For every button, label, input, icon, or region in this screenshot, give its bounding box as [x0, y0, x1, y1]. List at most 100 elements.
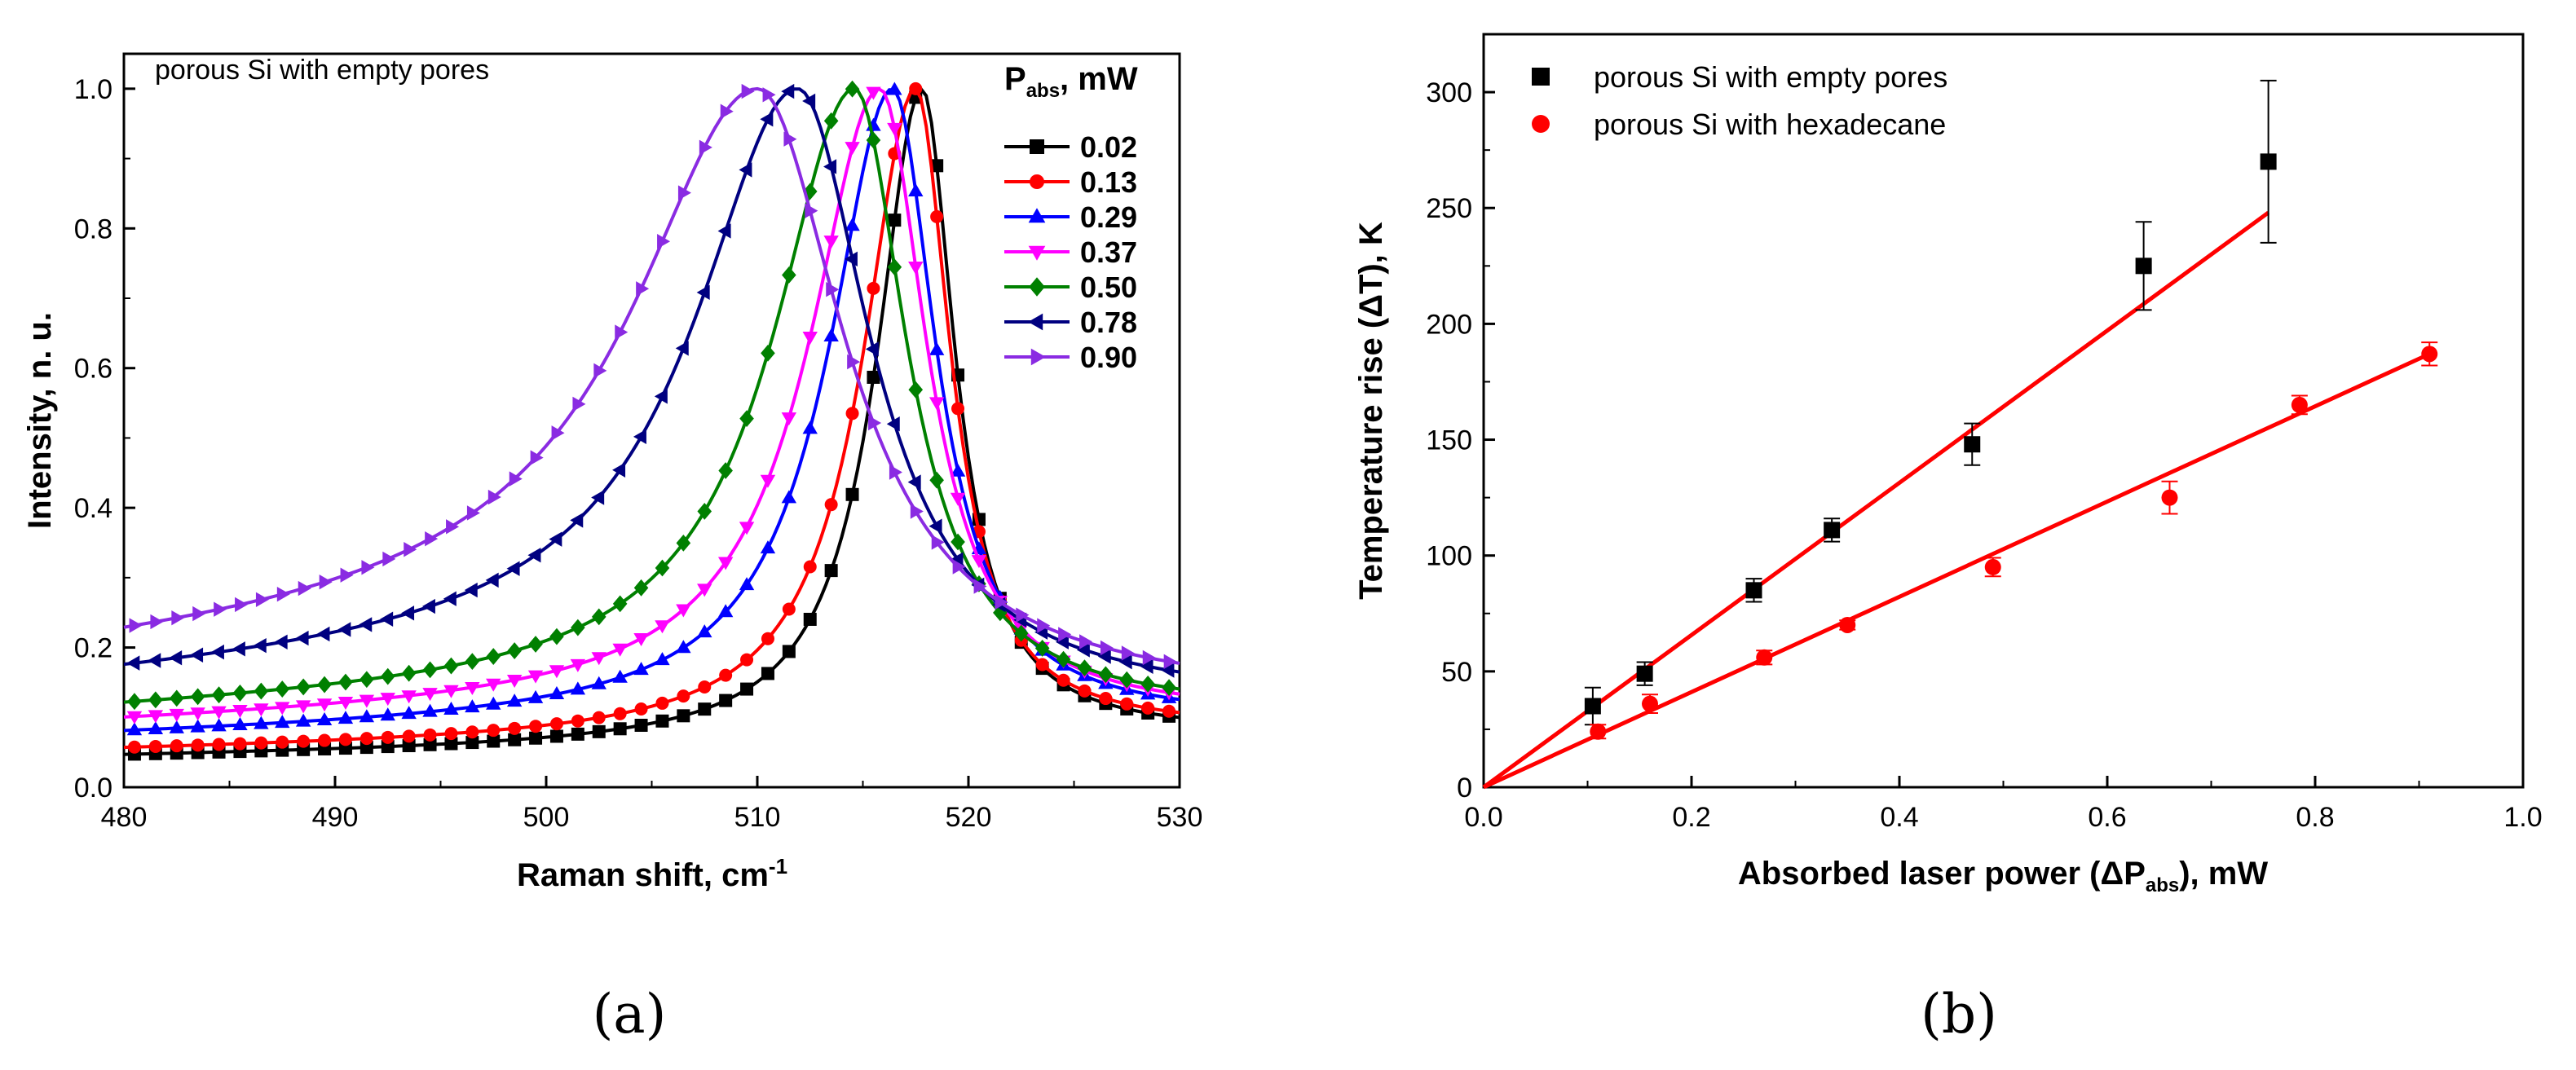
- data-point: [907, 474, 921, 490]
- panel-b-legend: porous Si with empty pores porous Si with…: [1532, 60, 1947, 141]
- panel-b-ylabel: Temperature rise (ΔT), K: [1353, 222, 1389, 600]
- data-point: [465, 699, 480, 713]
- data-point: [2421, 346, 2438, 363]
- data-point: [612, 462, 626, 478]
- data-point: [127, 693, 142, 711]
- data-point: [1013, 624, 1029, 642]
- panel-b-temperature-rise: 0.0 0.2 0.4 0.6 0.8 1.0 0 50 100 150 200 250 300 por…: [1353, 33, 2543, 1046]
- legend-item: 0.37: [1004, 236, 1137, 269]
- data-point: [297, 734, 311, 748]
- data-point: [699, 139, 712, 156]
- data-point: [952, 559, 966, 575]
- data-point: [717, 557, 734, 570]
- data-point: [1964, 436, 1981, 453]
- data-point: [696, 284, 710, 301]
- data-point: [867, 370, 880, 384]
- panel-a-y-tick-label: 1.0: [74, 74, 112, 105]
- data-point: [971, 555, 987, 569]
- data-point: [720, 103, 734, 119]
- data-point: [951, 533, 965, 551]
- legend-item: porous Si with hexadecane: [1532, 108, 1946, 141]
- data-point: [867, 281, 880, 295]
- panel-b-x-tick-label: 0.4: [1880, 802, 1918, 833]
- data-point: [214, 601, 227, 617]
- data-point: [909, 81, 923, 95]
- data-point: [275, 680, 290, 698]
- data-point: [802, 332, 818, 346]
- fit-line-2: [1482, 352, 2431, 790]
- legend-label: 0.78: [1080, 306, 1137, 339]
- data-point: [719, 694, 733, 707]
- legend-marker: [1532, 68, 1550, 86]
- data-point: [995, 594, 1008, 610]
- data-point: [316, 626, 330, 642]
- data-point: [298, 580, 311, 597]
- data-point: [2161, 489, 2178, 506]
- data-point: [443, 657, 459, 675]
- data-point: [337, 697, 354, 711]
- data-point: [908, 261, 924, 275]
- panel-a-annotation: porous Si with empty pores: [155, 55, 489, 86]
- panel-a-series: [123, 80, 1180, 761]
- data-point: [401, 706, 417, 720]
- data-point: [381, 740, 395, 754]
- data-point: [232, 641, 245, 657]
- data-point: [657, 234, 671, 249]
- data-point: [148, 739, 162, 753]
- data-point: [444, 737, 458, 751]
- data-point: [1118, 654, 1132, 670]
- data-point: [740, 682, 754, 696]
- data-point: [404, 542, 417, 557]
- data-point: [464, 582, 478, 598]
- data-point: [1097, 649, 1111, 664]
- data-point: [697, 624, 712, 638]
- series-2: [1590, 341, 2438, 740]
- legend-marker: [1030, 348, 1046, 366]
- panel-b-xlabel-main: Absorbed laser power (ΔP: [1738, 856, 2146, 892]
- data-point: [551, 425, 565, 441]
- panel-a-x-tick-label: 490: [312, 802, 359, 833]
- legend-label: 0.50: [1080, 271, 1137, 304]
- data-point: [615, 324, 629, 340]
- data-point: [931, 535, 945, 550]
- data-point: [1824, 522, 1841, 539]
- data-point: [316, 698, 333, 712]
- data-point: [255, 592, 269, 607]
- data-point: [337, 711, 354, 724]
- data-point: [444, 727, 458, 741]
- data-point: [190, 688, 205, 706]
- legend-label: 0.29: [1080, 200, 1137, 234]
- data-point: [633, 429, 646, 445]
- panel-a-y-tick-label: 0.8: [74, 214, 112, 244]
- data-point: [866, 86, 881, 100]
- legend-marker: [1028, 245, 1046, 261]
- data-point: [191, 738, 205, 752]
- data-point: [1756, 649, 1773, 666]
- panel-b-fit-lines: [1482, 210, 2431, 790]
- panel-b-y-tick-label: 50: [1441, 657, 1472, 688]
- data-point: [739, 522, 755, 535]
- data-point: [276, 735, 289, 749]
- data-point: [1140, 675, 1155, 693]
- data-point: [1120, 697, 1134, 711]
- data-point: [401, 664, 417, 682]
- data-point: [677, 689, 690, 703]
- data-point: [465, 682, 480, 696]
- legend-label: 0.13: [1080, 165, 1137, 199]
- data-point: [275, 702, 290, 716]
- data-point: [275, 715, 290, 729]
- data-point: [572, 396, 586, 412]
- legend-marker: [1030, 174, 1044, 189]
- data-point: [171, 610, 185, 626]
- data-point: [655, 620, 670, 634]
- data-point: [1642, 695, 1658, 712]
- data-point: [802, 421, 818, 434]
- data-point: [340, 567, 354, 583]
- data-point: [739, 162, 752, 178]
- legend-item: 0.78: [1004, 306, 1137, 339]
- data-point: [739, 577, 755, 591]
- data-point: [1161, 663, 1175, 678]
- data-point: [950, 463, 966, 477]
- data-point: [930, 209, 944, 223]
- series-1: [1584, 79, 2277, 726]
